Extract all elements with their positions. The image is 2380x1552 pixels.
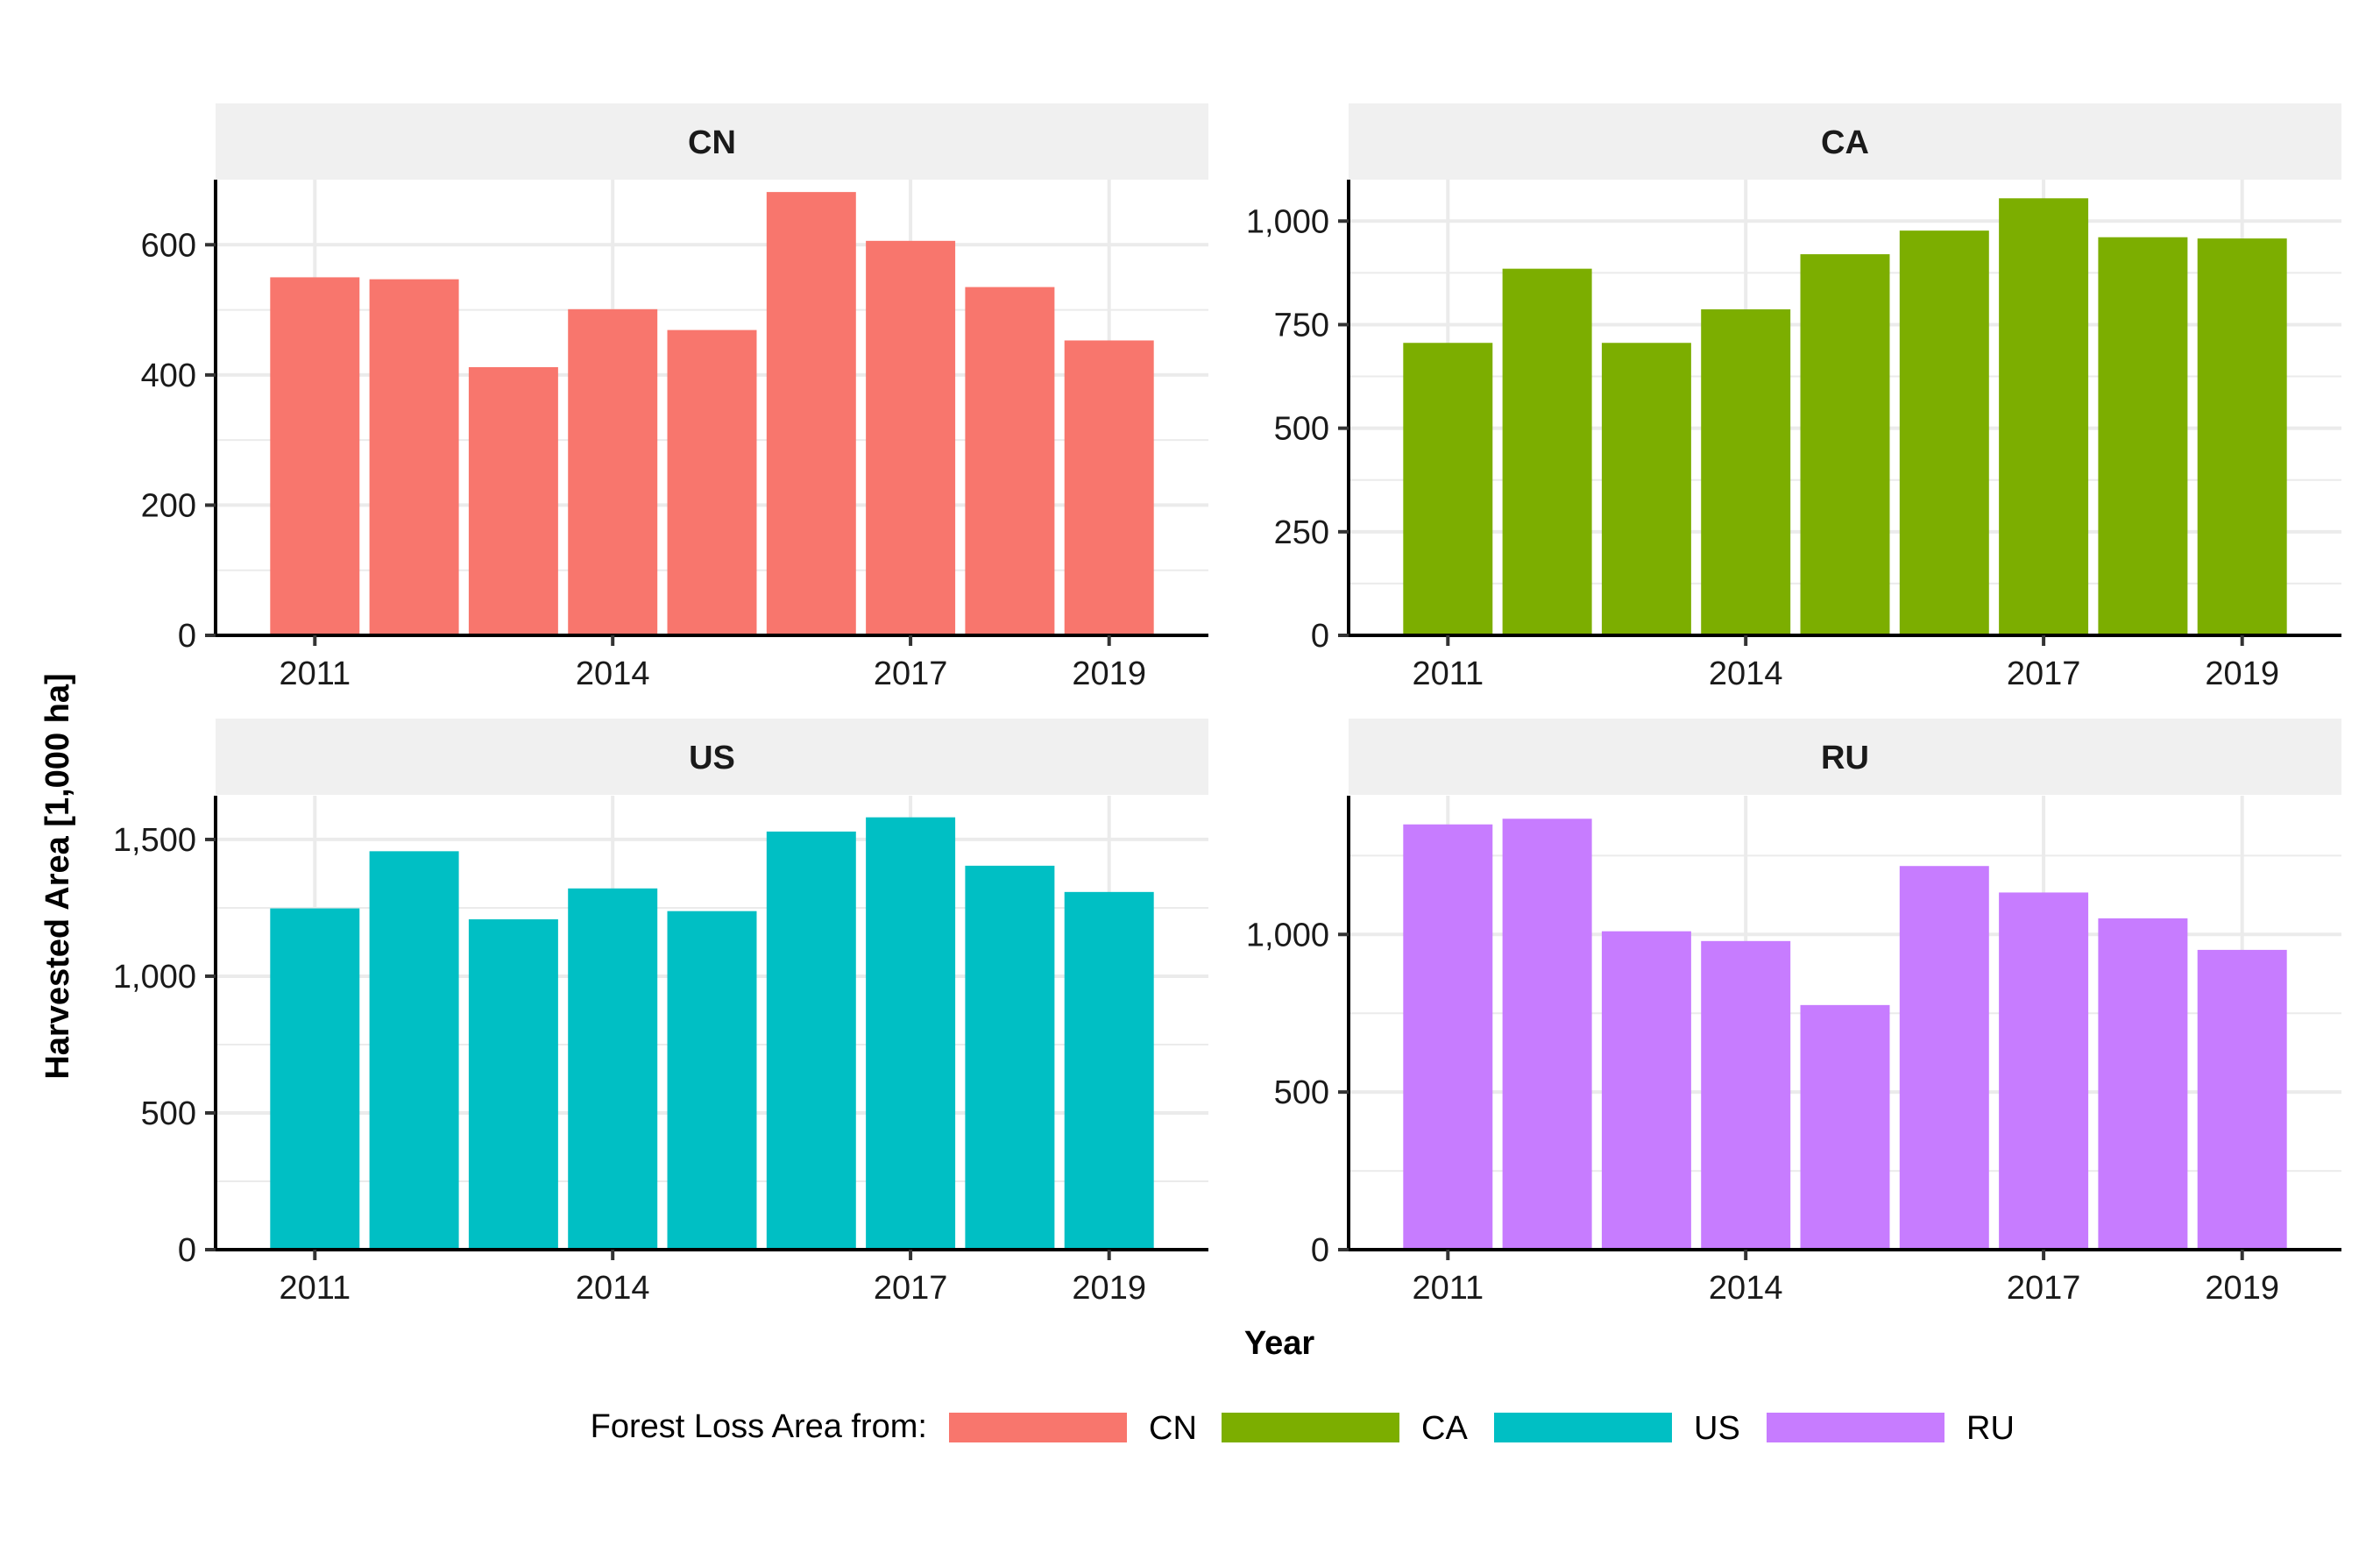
bar-cn-2016 [766,192,856,635]
panel-ru: RU 0 500 1,000 2011 2014 2017 2019 [1246,719,2341,1307]
x-tick-label: 2011 [279,1270,351,1307]
y-tick-label: 200 [141,487,196,524]
bar-ca-2016 [1899,230,1989,635]
bars [1403,198,2287,636]
bar-us-2019 [1064,891,1154,1250]
legend-items: CN CA US RU [949,1410,2015,1447]
bar-us-2011 [270,908,360,1250]
y-tick-label: 0 [1311,618,1329,655]
y-tick-label: 600 [141,227,196,264]
bars [270,817,1154,1250]
x-tick-label: 2014 [1709,656,1783,692]
facet-strip [216,103,1208,180]
panel-ca: CA 0 250 500 750 1,000 2011 2014 2017 2019 [1246,103,2341,692]
y-tick-label: 1,000 [1246,917,1329,953]
x-tick-label: 2017 [874,656,948,692]
y-tick-label: 0 [178,618,196,655]
bar-ru-2011 [1403,824,1493,1250]
legend-key-cn [949,1413,1127,1442]
x-tick-label: 2017 [2007,656,2081,692]
y-tick-label: 500 [1274,1074,1329,1111]
bar-cn-2019 [1064,340,1154,635]
facet-strip-label: CN [688,124,736,161]
bars [1403,819,2287,1250]
x-tick-label: 2014 [576,1270,650,1307]
y-tick-label: 400 [141,358,196,394]
x-tick-label: 2011 [1412,656,1484,692]
y-tick-label: 500 [141,1095,196,1132]
bar-ca-2018 [2098,237,2188,635]
bar-ca-2013 [1601,343,1691,635]
y-tick-label: 1,500 [113,822,196,859]
bar-cn-2011 [270,277,360,635]
legend-key-ru [1767,1413,1944,1442]
facet-strip [1349,719,2341,795]
bar-cn-2012 [369,279,459,635]
bar-us-2015 [667,911,757,1250]
y-axis-title: Harvested Area [1,000 ha] [39,673,76,1079]
bar-ru-2018 [2098,918,2188,1250]
bar-ca-2012 [1502,268,1592,635]
bar-us-2016 [766,831,856,1250]
bar-ca-2017 [1999,198,2089,636]
y-tick-label: 0 [1311,1232,1329,1269]
bar-cn-2017 [866,240,956,635]
bar-ca-2014 [1701,308,1791,635]
bar-ru-2014 [1701,940,1791,1250]
panel-us: US 0 500 1,000 1,500 2011 2014 2017 2019 [113,719,1208,1307]
y-tick-label: 250 [1274,514,1329,551]
bar-us-2012 [369,851,459,1250]
legend-label-us: US [1694,1410,1740,1447]
facet-strip-label: CA [1821,124,1869,161]
bar-ru-2016 [1899,866,1989,1250]
x-tick-label: 2014 [576,656,650,692]
bar-ca-2019 [2197,238,2287,635]
bar-cn-2013 [468,366,558,635]
y-tick-label: 500 [1274,411,1329,448]
bar-ru-2019 [2197,949,2287,1250]
bar-us-2017 [866,817,956,1250]
bars [270,192,1154,635]
legend-key-ca [1222,1413,1399,1442]
y-tick-label: 0 [178,1232,196,1269]
bar-cn-2014 [568,308,658,635]
x-tick-label: 2017 [2007,1270,2081,1307]
bar-ca-2011 [1403,343,1493,635]
bar-us-2014 [568,888,658,1250]
x-tick-label: 2011 [279,656,351,692]
bar-ru-2013 [1601,931,1691,1250]
y-tick-label: 750 [1274,307,1329,344]
bar-ru-2012 [1502,819,1592,1250]
x-tick-label: 2019 [2205,656,2279,692]
facet-strip-label: RU [1821,740,1869,776]
facet-strip-label: US [689,740,735,776]
bar-cn-2015 [667,330,757,635]
legend: Forest Loss Area from: CN CA US RU [591,1408,2015,1447]
y-tick-label: 1,000 [113,959,196,996]
facet-strip [216,719,1208,795]
legend-label-ca: CA [1421,1410,1468,1447]
y-tick-label: 1,000 [1246,203,1329,240]
bar-ru-2015 [1800,1004,1890,1250]
panel-cn: CN 0 200 400 600 2011 2014 2017 2019 [141,103,1208,692]
panels: CN 0 200 400 600 2011 2014 2017 2019 CA 0 250 500 750… [113,103,2341,1307]
x-tick-label: 2017 [874,1270,948,1307]
bar-ca-2015 [1800,254,1890,635]
bar-us-2018 [965,865,1055,1250]
x-tick-label: 2019 [1072,1270,1146,1307]
bar-ru-2017 [1999,892,2089,1250]
x-tick-label: 2019 [2205,1270,2279,1307]
legend-key-us [1494,1413,1672,1442]
x-axis-title: Year [1244,1325,1315,1362]
bar-cn-2018 [965,287,1055,635]
legend-label-cn: CN [1149,1410,1197,1447]
legend-title: Forest Loss Area from: [591,1408,927,1445]
x-tick-label: 2014 [1709,1270,1783,1307]
bar-us-2013 [468,919,558,1250]
legend-label-ru: RU [1966,1410,2015,1447]
facet-strip [1349,103,2341,180]
x-tick-label: 2019 [1072,656,1146,692]
x-tick-label: 2011 [1412,1270,1484,1307]
